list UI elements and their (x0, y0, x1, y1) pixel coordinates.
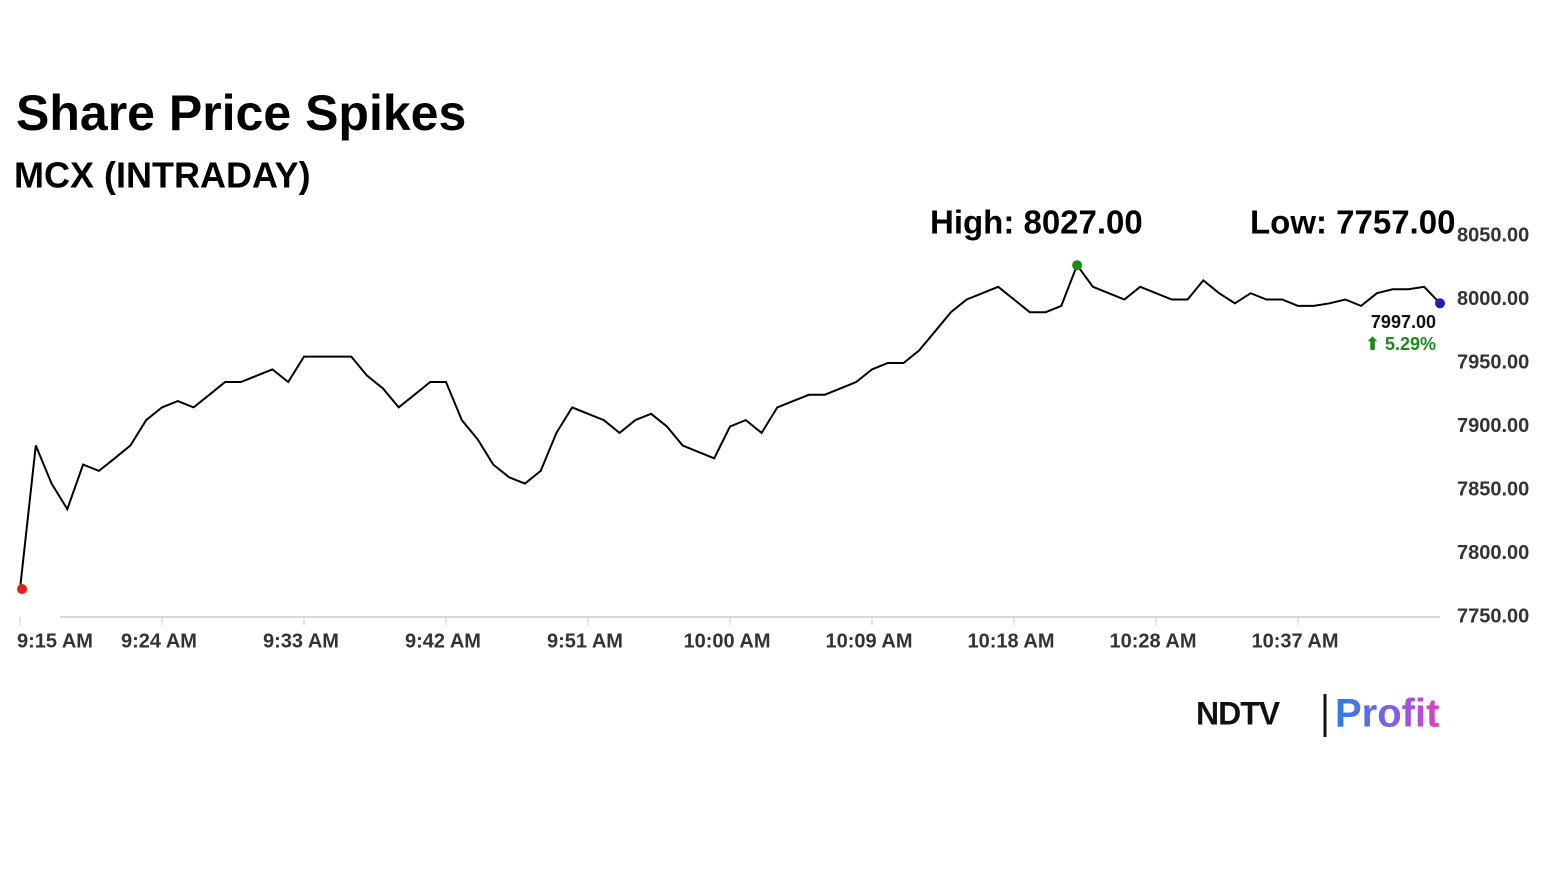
low-label: Low: 7757.00 (1250, 204, 1455, 241)
y-tick-label: 7900.00 (1457, 415, 1529, 437)
change-value: ⬆ 5.29% (1365, 334, 1436, 354)
low-marker (17, 584, 27, 595)
y-tick-label: 7850.00 (1457, 478, 1529, 500)
logo-right: Profit (1335, 692, 1439, 736)
x-tick-label: 9:33 AM (263, 630, 339, 652)
x-tick-label: 9:15 AM (17, 630, 93, 652)
high-label: High: 8027.00 (930, 204, 1143, 241)
chart-subtitle: MCX (INTRADAY) (14, 155, 311, 196)
x-tick-label: 10:00 AM (683, 630, 770, 652)
y-tick-label: 8000.00 (1457, 288, 1529, 310)
x-tick-label: 10:37 AM (1251, 630, 1338, 652)
x-tick-label: 10:09 AM (825, 630, 912, 652)
last-value: 7997.00 (1371, 312, 1436, 332)
logo-left: NDTV (1196, 695, 1281, 731)
x-tick-label: 9:24 AM (121, 630, 197, 652)
y-tick-label: 7950.00 (1457, 351, 1529, 373)
y-tick-label: 7800.00 (1457, 542, 1529, 564)
x-tick-label: 10:28 AM (1109, 630, 1196, 652)
y-tick-label: 8050.00 (1457, 224, 1529, 246)
x-tick-label: 10:18 AM (967, 630, 1054, 652)
price-line (19, 263, 1441, 590)
chart-title: Share Price Spikes (16, 85, 466, 141)
last-marker (1435, 298, 1445, 309)
high-marker (1072, 260, 1083, 271)
x-tick-label: 9:42 AM (405, 630, 481, 652)
x-tick-label: 9:51 AM (547, 630, 623, 652)
y-tick-label: 7750.00 (1457, 605, 1529, 627)
